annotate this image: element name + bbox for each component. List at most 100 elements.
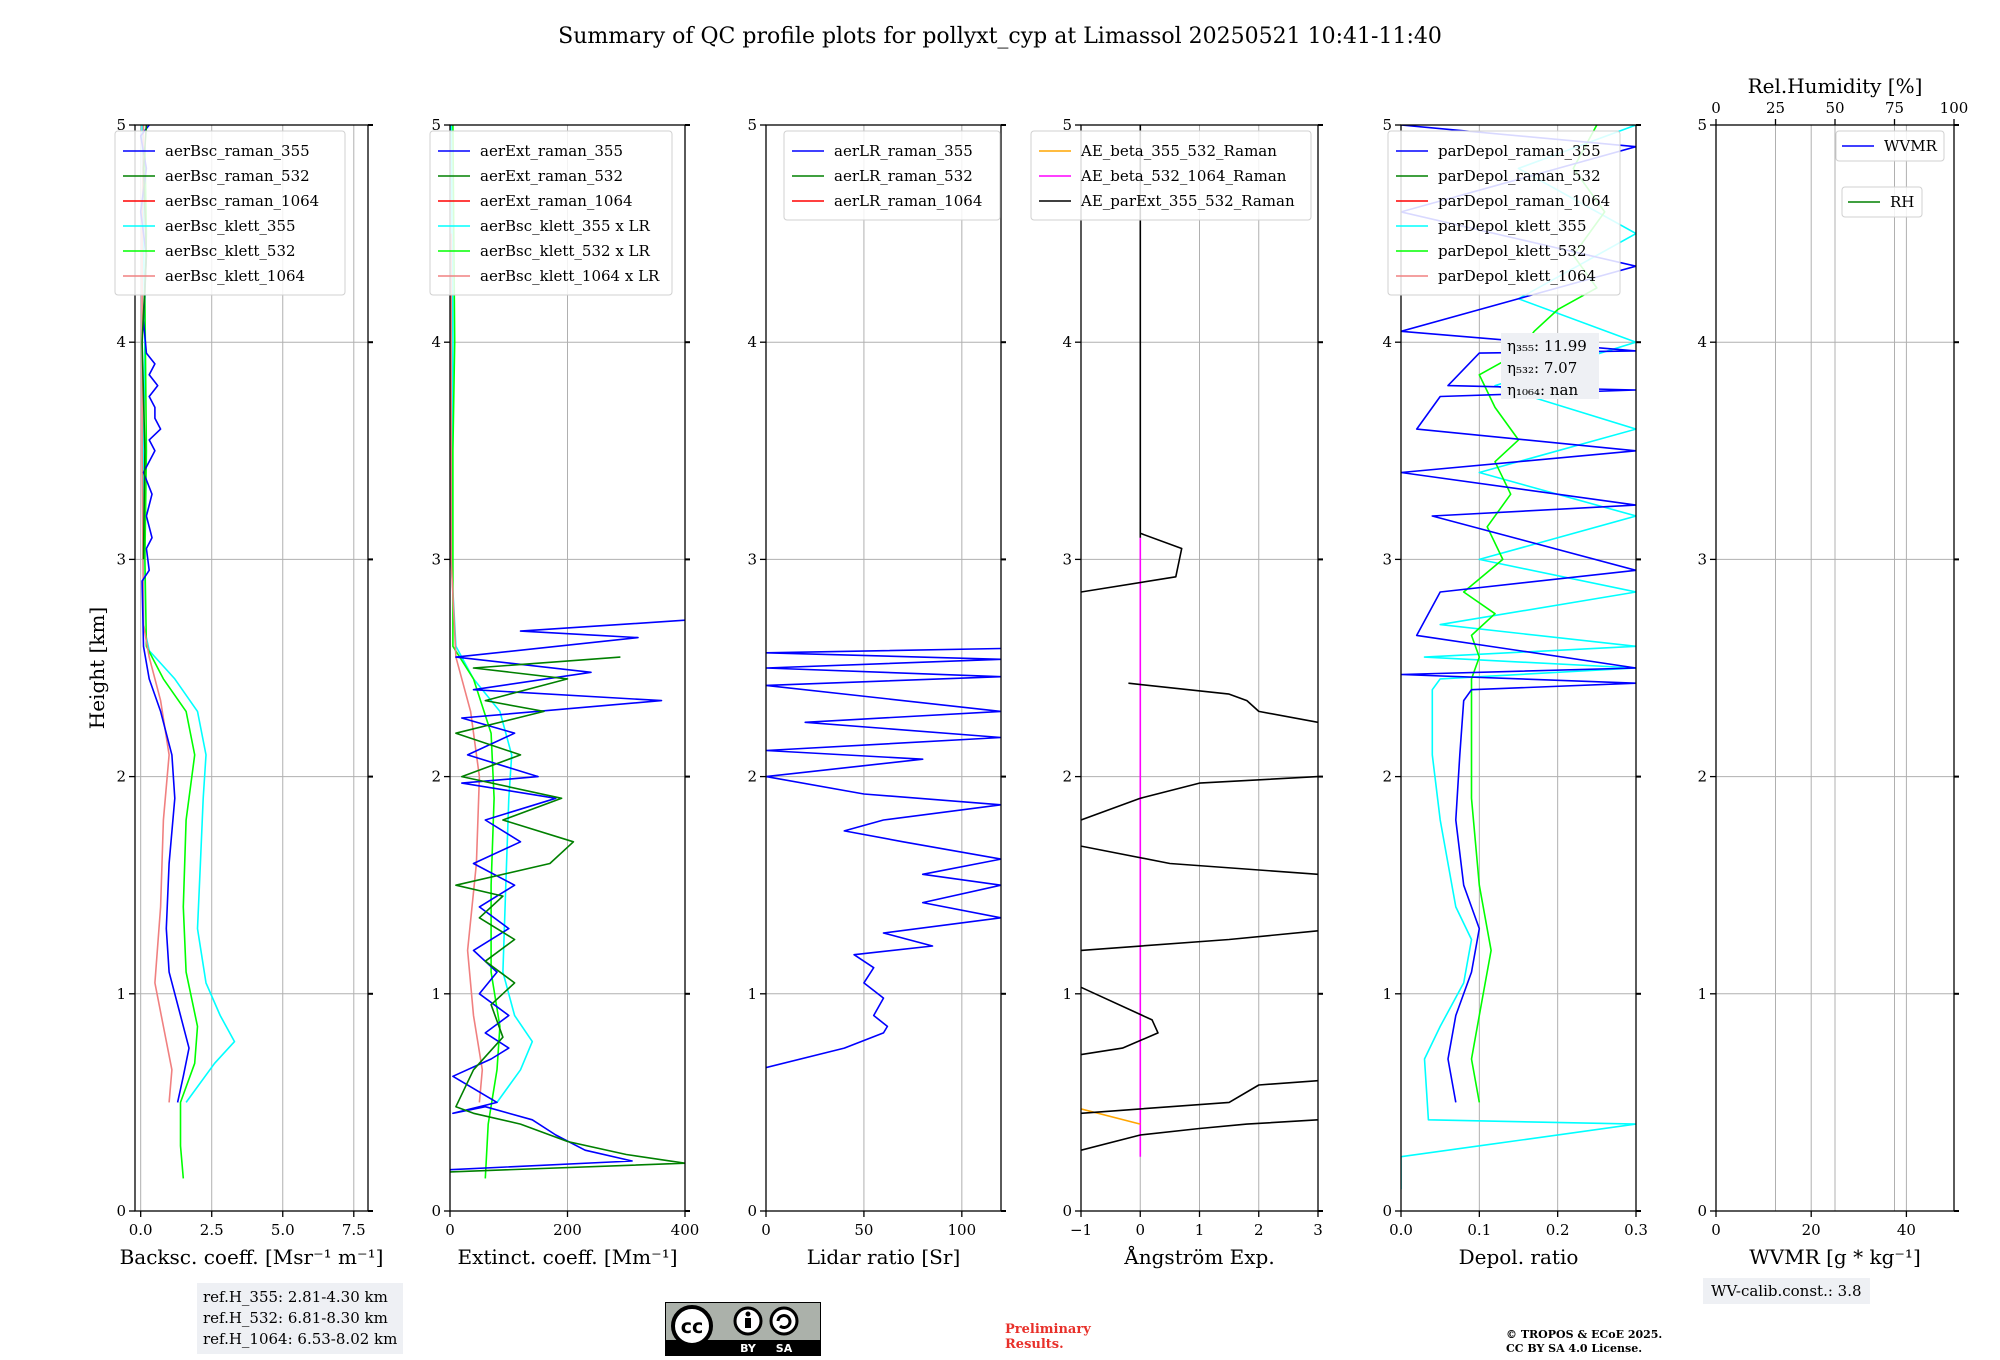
y-tick-label: 5 [747,116,757,134]
x-tick-label: 0 [761,1221,771,1239]
legend-entry: aerBsc_raman_532 [165,167,310,185]
y-tick-label: 1 [431,985,441,1003]
axes-frame [765,124,1002,1212]
legend-entry: parDepol_raman_1064 [1438,192,1610,210]
ref-height-532: ref.H_532: 6.81-8.30 km [203,1309,388,1327]
legend-entry: aerBsc_klett_355 [165,217,296,235]
x-tick-label: 0.1 [1467,1221,1491,1239]
x-axis-label: Lidar ratio [Sr] [807,1245,961,1269]
top-x-tick-label: 50 [1825,99,1844,117]
series-line-aerBsc_klett_1064 x LR [450,233,484,1103]
legend-entry: AE_beta_355_532_Raman [1080,142,1277,160]
series-group [766,647,1001,1069]
ref-height-355: ref.H_355: 2.81-4.30 km [203,1288,388,1306]
series-line-aerBsc_raman_355 [139,125,190,1103]
top-x-tick-label: 100 [1940,99,1969,117]
legend: parDepol_raman_355 parDepol_raman_532 parD… [1387,130,1621,296]
legend-entry: parDepol_klett_532 [1438,242,1587,260]
x-axis-label: Depol. ratio [1459,1245,1579,1269]
panel-depol: 0 1 2 3 4 5 0.0 0.1 0.2 0.3 Depol. ratio parDepol_r… [1382,116,1647,1269]
series-line-AE_parExt_355_532_Raman [1081,1079,1318,1115]
y-tick-label: 2 [1382,768,1392,786]
copyright-line-1: © TROPOS & ECoE 2025. [1506,1328,1663,1341]
series-line-aerExt_raman_532 [450,656,685,1173]
y-tick-label: 1 [747,985,757,1003]
x-tick-label: 0 [1711,1221,1721,1239]
series-line-AE_parExt_355_532_Raman [1081,845,1318,876]
series-line-AE_parExt_355_532_Raman [1081,930,1318,952]
legend-entry: aerBsc_klett_1064 [165,267,305,285]
x-tick-label: 400 [671,1221,700,1239]
x-tick-label: 2.5 [200,1221,224,1239]
legend-entry: WVMR [1884,137,1938,155]
cc-sa-label: SA [776,1342,793,1355]
x-tick-label: 3 [1313,1221,1323,1239]
cc-icon [671,1305,713,1347]
x-tick-label: 100 [948,1221,977,1239]
y-tick-label: 0 [1697,1202,1707,1220]
panel-ext: 0 1 2 3 4 5 0 200 400 Extinct. coeff. [Mm⁻¹] aerEx… [429,116,700,1269]
y-tick-label: 5 [1382,116,1392,134]
x-axis-label: Ångström Exp. [1123,1244,1274,1269]
figure-title: Summary of QC profile plots for pollyxt_… [558,24,1442,49]
legend-box [1835,130,1945,162]
legend-entry: aerBsc_klett_532 x LR [480,242,651,260]
series-line-parDepol_raman_355 [1401,125,1636,1103]
eta-annotation-line: η₅₃₂: 7.07 [1507,359,1577,377]
x-axis-label: Extinct. coeff. [Mm⁻¹] [457,1245,677,1269]
x-tick-label: 1 [1195,1221,1205,1239]
legend: aerLR_raman_355 aerLR_raman_532 aerLR_rama… [783,130,1001,221]
x-tick-label: 0.0 [129,1221,153,1239]
ref-height-1064: ref.H_1064: 6.53-8.02 km [203,1330,398,1348]
legend-entry: AE_parExt_355_532_Raman [1080,192,1295,210]
wv-calibration-box: WV-calib.const.: 3.8 [1703,1278,1870,1304]
series-line-AE_parExt_355_532_Raman [1128,682,1318,724]
legend-box [429,130,673,296]
y-tick-label: 1 [1697,985,1707,1003]
share-alike-icon-arc [776,1314,792,1329]
legend-box [1387,130,1621,296]
y-tick-label: 4 [747,333,757,351]
legend-entry: parDepol_raman_355 [1438,142,1601,160]
x-tick-label: 50 [854,1221,873,1239]
y-tick-label: 0 [747,1202,757,1220]
x-axis-label: Backsc. coeff. [Msr⁻¹ m⁻¹] [120,1245,384,1269]
series-line-AE_beta_355_532_Raman [1081,1108,1141,1125]
legend-box [1841,186,1923,218]
y-tick-label: 5 [1697,116,1707,134]
legend-entry: aerExt_raman_355 [480,142,623,160]
series-line-AE_parExt_355_532_Raman [1081,532,1183,593]
legend-entry: aerLR_raman_355 [834,142,973,160]
y-tick-label: 4 [1062,333,1072,351]
y-tick-label: 5 [431,116,441,134]
top-x-tick-label: 75 [1885,99,1904,117]
y-tick-label: 2 [747,768,757,786]
series-group [450,125,685,1179]
preliminary-results-note: Preliminary Results. [1005,1322,1091,1352]
legend-box [114,130,346,296]
share-alike-icon [769,1306,799,1336]
y-tick-label: 1 [1062,985,1072,1003]
copyright-line-2: CC BY SA 4.0 License. [1506,1342,1643,1355]
y-tick-label: 4 [1697,333,1707,351]
axes-frame [1400,124,1637,1212]
y-tick-label: 2 [431,768,441,786]
y-tick-label: 3 [1062,550,1072,568]
cc-by-sa-badge: cc BY SA [665,1302,821,1356]
top-x-tick-label: 25 [1766,99,1785,117]
legend-entry: aerBsc_raman_1064 [165,192,319,210]
y-tick-label: 5 [1062,116,1072,134]
attribution-icon-head [745,1311,751,1317]
legend-entry: aerExt_raman_532 [480,167,623,185]
x-tick-label: 0.3 [1624,1221,1648,1239]
eta-annotation-line: η₃₅₅: 11.99 [1507,337,1587,355]
y-tick-label: 4 [1382,333,1392,351]
cc-icon-letters: cc [681,1316,704,1338]
cc-badge-bar [666,1340,820,1355]
y-tick-label: 3 [116,550,126,568]
legend-box [1030,130,1312,221]
legend: WVMR RH [1835,130,1945,218]
y-tick-label: 0 [431,1202,441,1220]
